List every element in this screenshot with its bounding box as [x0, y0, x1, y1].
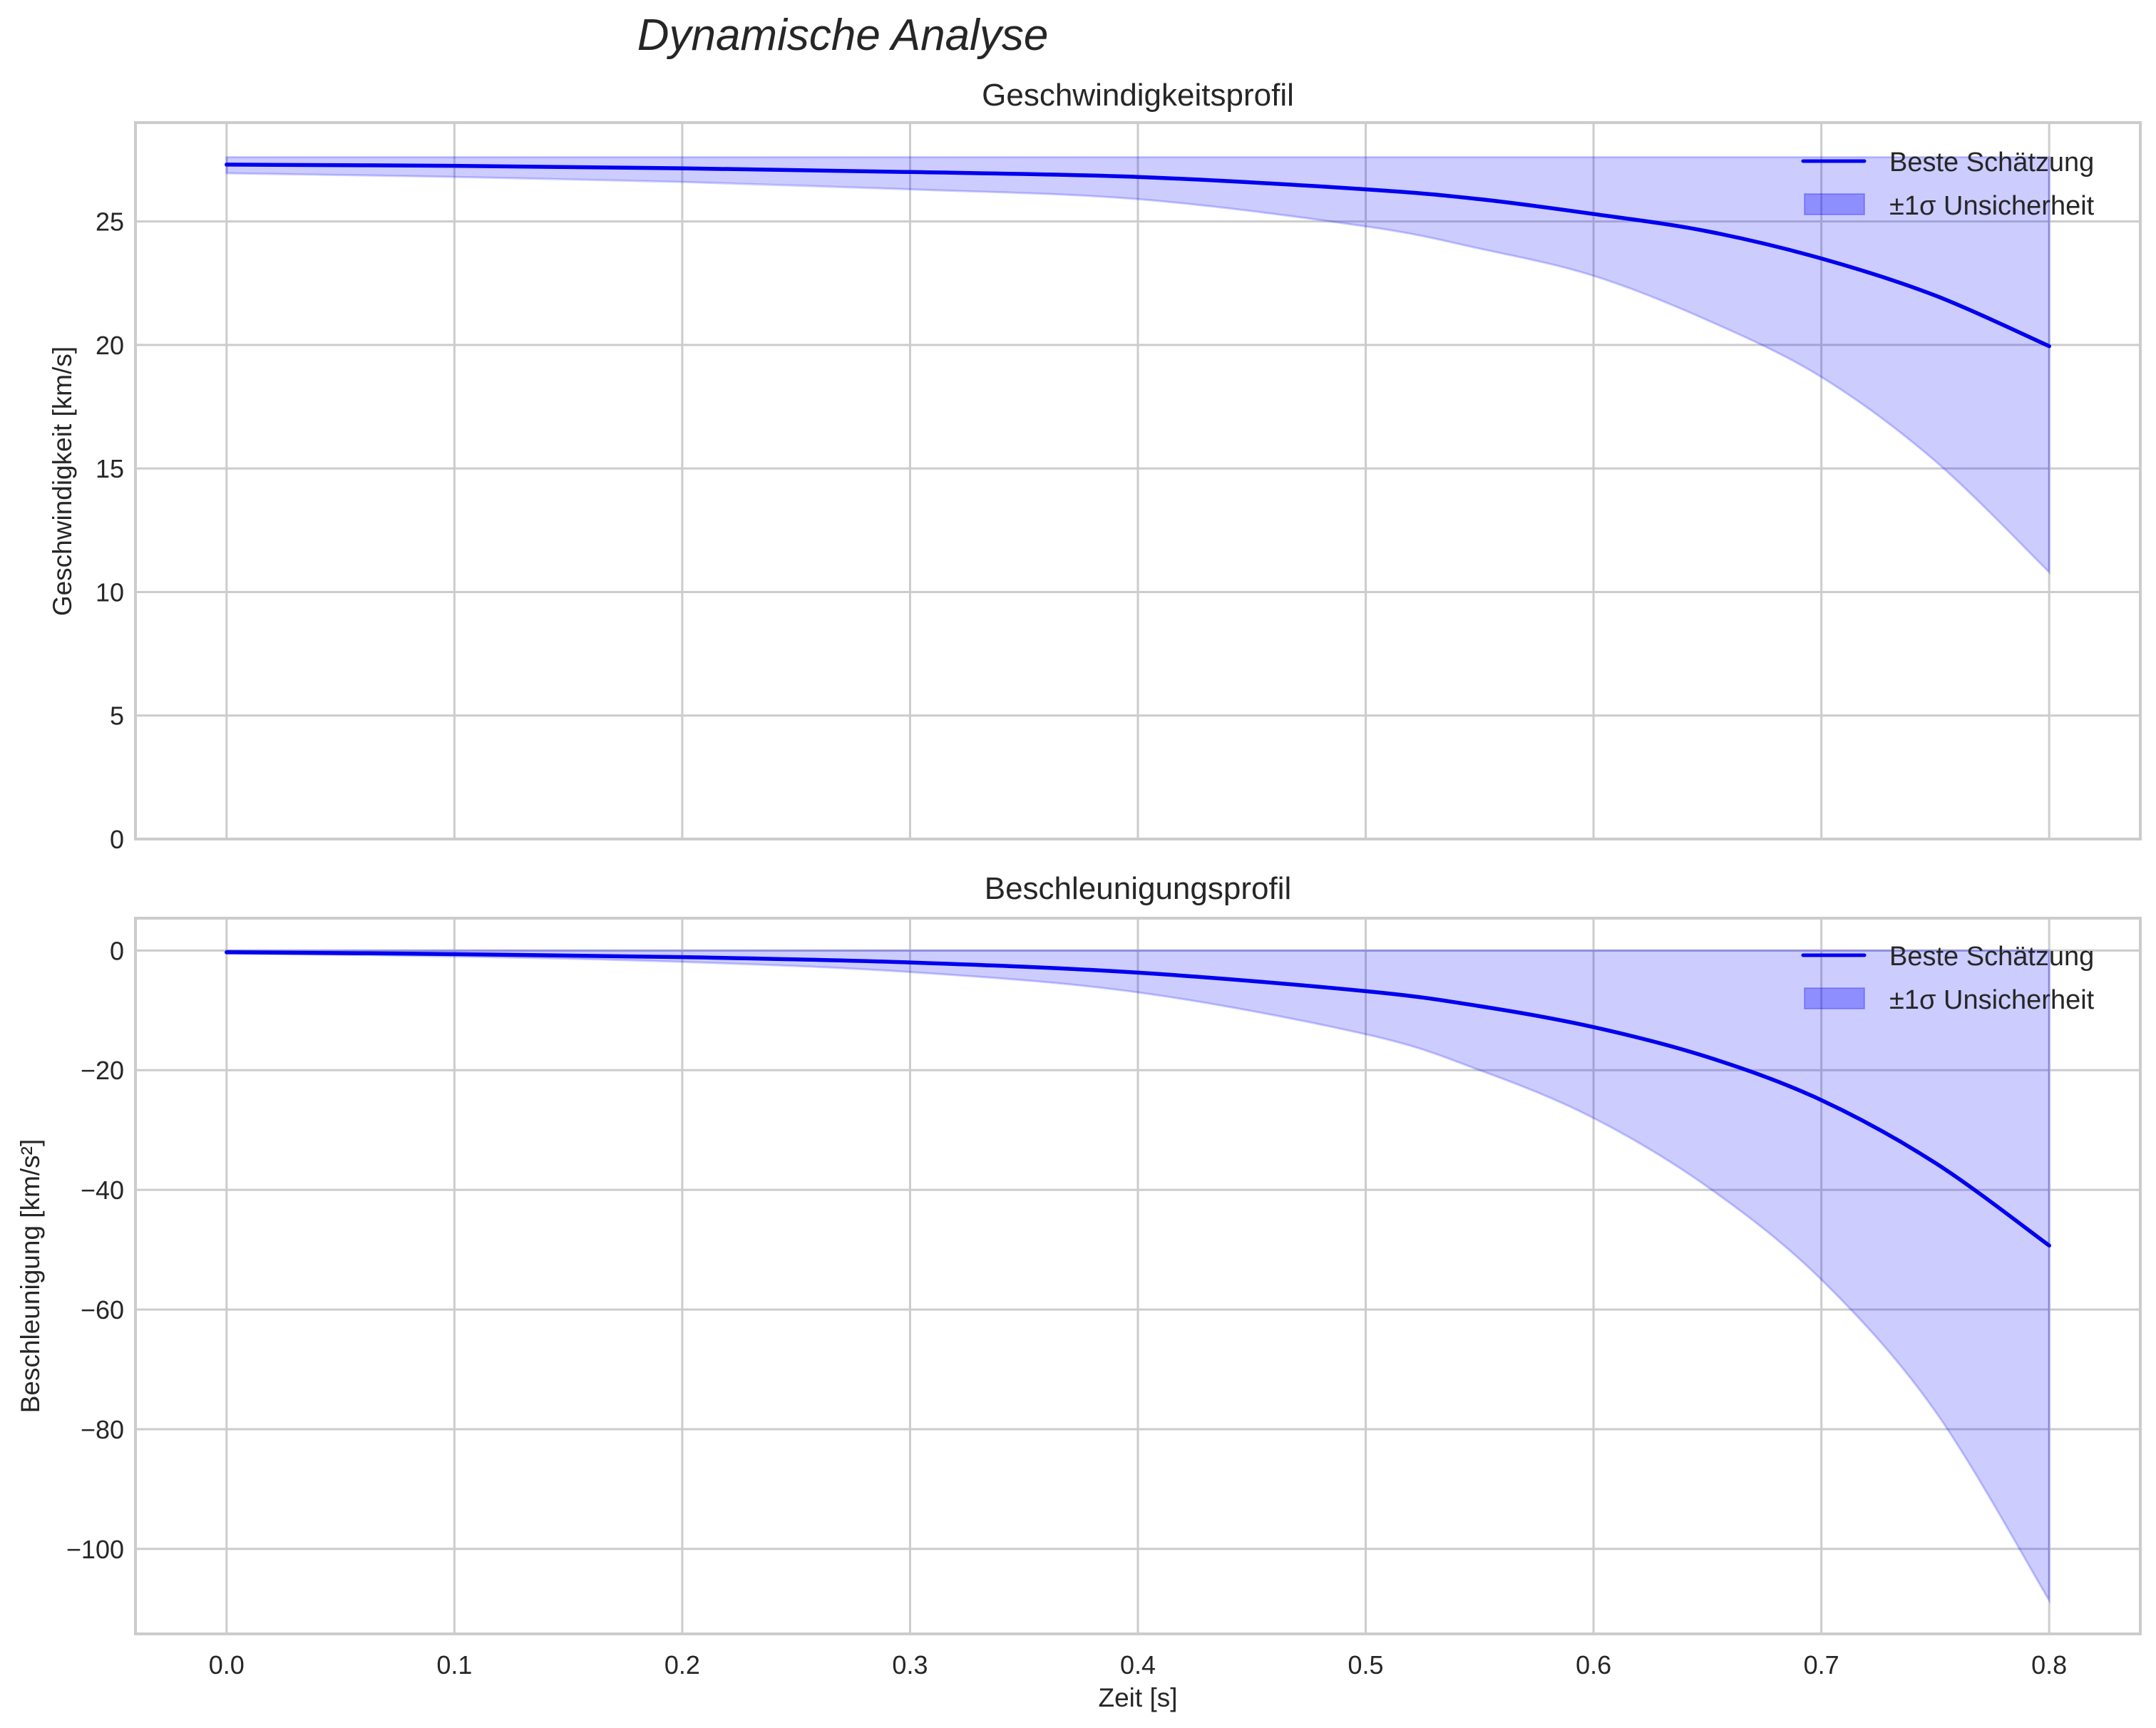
uncertainty-band-area [225, 155, 2050, 575]
x-tick-label: 0.0 [209, 1650, 245, 1680]
acceleration-legend: Beste Schätzung ±1σ Unsicherheit [1801, 942, 2095, 1015]
legend-label-uncertainty: ±1σ Unsicherheit [1889, 191, 2095, 221]
y-tick-label: −80 [81, 1415, 124, 1444]
velocity-uncertainty-band [225, 155, 2050, 575]
y-tick-label: 5 [110, 701, 124, 731]
axes-frame [134, 917, 2142, 1635]
acceleration-y-axis-label: Beschleunigung [km/s²] [16, 1139, 45, 1414]
velocity-y-axis-label: Geschwindigkeit [km/s] [48, 346, 77, 616]
acceleration-uncertainty-band [225, 949, 2050, 1605]
y-tick-label: 10 [96, 577, 124, 607]
acceleration-grid [135, 918, 2140, 1634]
legend-label-best-estimate: Beste Schätzung [1889, 148, 2094, 178]
y-tick-label: −20 [81, 1056, 124, 1085]
figure-suptitle: Dynamische Analyse [637, 11, 1049, 60]
velocity-legend: Beste Schätzung ±1σ Unsicherheit [1801, 148, 2095, 221]
best-estimate-path [225, 163, 2051, 349]
velocity-best-estimate-line [225, 163, 2051, 349]
y-tick-label: −60 [81, 1295, 124, 1325]
x-tick-label: 0.7 [1804, 1650, 1839, 1680]
acceleration-axes-frame [134, 917, 2142, 1635]
y-tick-label: −100 [66, 1535, 124, 1564]
acceleration-axes: Beschleunigungsprofil 0−20−40−60−80−100 … [16, 871, 2142, 1712]
best-estimate-path [225, 950, 2051, 1248]
x-tick-label: 0.6 [1576, 1650, 1611, 1680]
x-tick-label: 0.1 [436, 1650, 472, 1680]
axes-frame [134, 121, 2142, 840]
legend-band-swatch [1804, 987, 1865, 1009]
velocity-axes: Geschwindigkeitsprofil 0 5 10 15 20 25 Geschw… [48, 78, 2142, 854]
x-tick-label: 0.8 [2031, 1650, 2067, 1680]
velocity-chart-title: Geschwindigkeitsprofil [982, 78, 1294, 113]
y-tick-label: −40 [81, 1176, 124, 1205]
legend-band-swatch [1804, 193, 1865, 215]
acceleration-chart-title: Beschleunigungsprofil [985, 871, 1292, 906]
legend-label-best-estimate: Beste Schätzung [1889, 942, 2094, 972]
x-axis-label: Zeit [s] [1098, 1683, 1177, 1712]
x-tick-label: 0.2 [664, 1650, 700, 1680]
uncertainty-band-area [225, 949, 2050, 1605]
acceleration-best-estimate-line [225, 950, 2051, 1248]
y-tick-label: 15 [96, 454, 124, 483]
y-tick-label: 20 [96, 331, 124, 360]
velocity-y-tick-labels: 0 5 10 15 20 25 [96, 207, 124, 854]
x-tick-label: 0.3 [892, 1650, 928, 1680]
legend-label-uncertainty: ±1σ Unsicherheit [1889, 985, 2095, 1015]
y-tick-label: 0 [110, 825, 124, 854]
x-tick-labels: 0.0 0.1 0.2 0.3 0.4 0.5 0.6 0.7 0.8 [209, 1650, 2067, 1680]
velocity-axes-frame [134, 121, 2142, 840]
x-tick-label: 0.4 [1120, 1650, 1156, 1680]
y-tick-label: 0 [110, 936, 124, 965]
x-tick-label: 0.5 [1348, 1650, 1384, 1680]
y-tick-label: 25 [96, 207, 124, 237]
acceleration-y-tick-labels: 0 −20 −40 −60 −80 −100 [66, 936, 124, 1563]
